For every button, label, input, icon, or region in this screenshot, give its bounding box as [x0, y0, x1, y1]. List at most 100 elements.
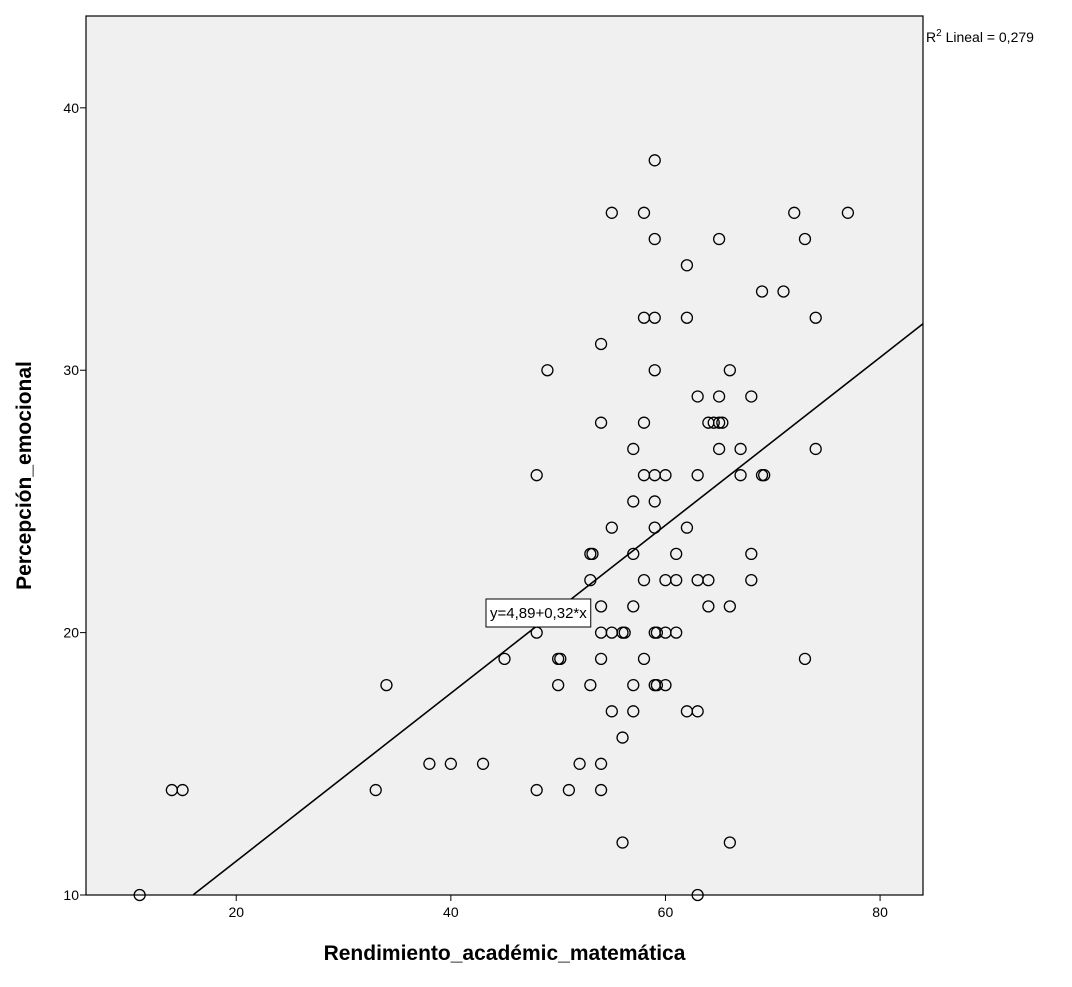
data-point: [637, 206, 651, 219]
data-point: [798, 232, 812, 246]
data-point: [618, 626, 631, 639]
data-point: [691, 705, 704, 718]
y-tick-label: 10: [63, 887, 79, 903]
data-point: [841, 206, 855, 219]
data-point: [745, 573, 758, 587]
data-point: [552, 678, 565, 692]
data-point: [648, 154, 661, 167]
data-point: [627, 678, 640, 692]
data-point: [584, 678, 597, 692]
data-point: [594, 337, 608, 351]
equation-label: y=4,89+0,32*x: [490, 605, 587, 622]
data-point: [702, 573, 715, 587]
data-point: [670, 547, 683, 561]
data-point: [659, 469, 672, 482]
data-point: [176, 783, 189, 797]
data-point: [605, 705, 618, 718]
y-tick-label: 30: [63, 362, 79, 378]
data-point: [691, 469, 704, 482]
data-point: [573, 757, 586, 770]
data-point: [530, 783, 543, 797]
data-point: [723, 364, 736, 377]
data-point: [498, 652, 511, 666]
data-point: [691, 390, 704, 403]
data-point: [723, 836, 736, 849]
data-point: [627, 547, 640, 561]
y-axis-ticks: 10 20 30 40: [63, 100, 86, 903]
data-point: [594, 783, 608, 797]
data-point: [637, 416, 651, 429]
data-point: [562, 783, 576, 797]
equation-box-border: [485, 598, 592, 628]
data-point: [616, 731, 629, 744]
data-point: [541, 364, 554, 377]
data-point: [369, 783, 382, 797]
data-point: [586, 547, 599, 561]
r-squared-r: R: [926, 29, 936, 45]
data-point: [798, 652, 812, 666]
data-point: [476, 757, 490, 770]
equation-box: y=4,89+0,32*x: [485, 598, 592, 628]
data-point: [680, 311, 694, 324]
data-point: [627, 600, 640, 613]
data-point: [637, 652, 651, 666]
data-point: [650, 626, 664, 639]
data-point: [712, 416, 726, 429]
data-point: [745, 390, 758, 403]
data-point: [712, 442, 726, 456]
data-point: [712, 390, 726, 403]
data-points: [133, 154, 855, 902]
data-point: [670, 626, 683, 639]
data-point: [745, 547, 758, 561]
plot-frame: [85, 15, 924, 896]
data-point: [723, 600, 736, 613]
data-point: [530, 469, 543, 482]
data-point: [380, 678, 393, 692]
data-point: [712, 232, 726, 246]
data-point: [648, 232, 661, 246]
data-point: [670, 573, 683, 587]
data-point: [734, 469, 747, 482]
x-tick-label: 40: [443, 904, 459, 920]
data-point: [423, 757, 436, 770]
data-point: [594, 416, 608, 429]
y-tick-label: 40: [63, 100, 79, 116]
data-point: [758, 469, 771, 482]
data-point: [648, 521, 661, 534]
y-tick-label: 20: [63, 625, 79, 641]
data-point: [809, 311, 822, 324]
x-tick-label: 20: [228, 904, 244, 920]
x-axis-ticks: 20 40 60 80: [228, 895, 888, 920]
x-axis-title: Rendimiento_académic_matemática: [324, 942, 686, 965]
data-point: [637, 573, 651, 587]
data-point: [659, 678, 672, 692]
data-point: [648, 364, 661, 377]
data-point: [554, 652, 567, 666]
data-point: [788, 206, 801, 219]
x-tick-label: 80: [872, 904, 888, 920]
data-point: [594, 652, 608, 666]
data-point: [809, 442, 822, 456]
data-point: [616, 836, 629, 849]
data-point: [648, 311, 661, 324]
r-squared-label: R2 Lineal = 0,279: [926, 28, 1034, 45]
data-point: [444, 757, 457, 770]
r-squared-value: Lineal = 0,279: [942, 29, 1034, 45]
data-point: [702, 600, 715, 613]
data-point: [680, 521, 694, 534]
data-point: [707, 416, 720, 429]
data-point: [680, 259, 694, 272]
y-axis-title: Percepción_emocional: [13, 361, 36, 590]
data-point: [648, 495, 661, 508]
data-point: [605, 521, 618, 534]
data-point: [605, 206, 618, 219]
data-point: [594, 757, 608, 770]
data-point: [627, 705, 640, 718]
r-squared-superscript: 2: [936, 28, 942, 39]
data-point: [716, 416, 729, 429]
data-point: [650, 678, 664, 692]
data-point: [584, 573, 597, 587]
data-point: [734, 442, 747, 456]
data-point: [755, 285, 769, 298]
